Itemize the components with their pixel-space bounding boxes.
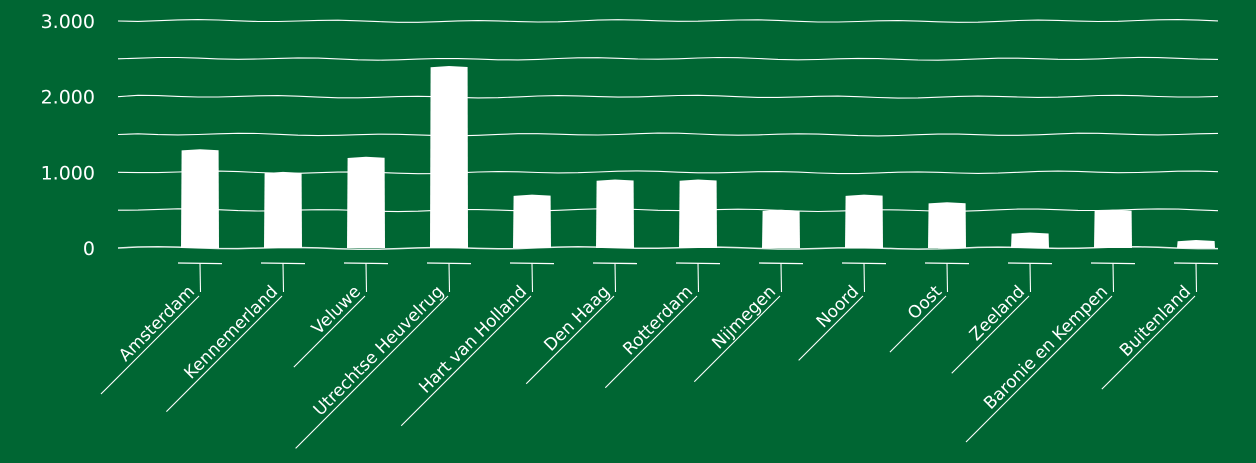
x-label-group: Veluwe [293, 282, 366, 368]
x-leader-line [1029, 262, 1032, 293]
bars [181, 66, 1215, 248]
x-label-underline [798, 295, 864, 361]
x-tick-label: Nijmegen [708, 282, 780, 354]
x-leader-line [1195, 262, 1198, 293]
y-tick-label: 1.000 [41, 162, 95, 184]
x-tick-label: Den Haag [540, 282, 614, 356]
x-label-group: Noord [798, 282, 864, 361]
x-label-group: Hart van Holland [400, 282, 532, 427]
bar-veluwe [347, 156, 385, 248]
gridline [117, 132, 1219, 137]
gridline [117, 94, 1219, 99]
x-leader-line [780, 262, 783, 293]
x-leader-line [863, 262, 866, 293]
y-tick-label: 3.000 [41, 11, 95, 33]
bar-nijmegen [762, 209, 800, 248]
x-tick-label: Noord [813, 282, 863, 332]
x-label-underline [295, 295, 449, 449]
x-leader-line [365, 262, 368, 293]
y-axis: 0 1.000 2.000 3.000 [41, 11, 95, 260]
bar-rotterdam [679, 179, 717, 248]
x-tick-label: Amsterdam [115, 282, 199, 366]
x-label-underline [1101, 295, 1196, 390]
x-leader-line [1112, 262, 1115, 293]
x-leader-line [448, 262, 451, 293]
x-leader-line [531, 262, 534, 293]
x-leader-line [697, 262, 700, 293]
gridline [117, 19, 1219, 23]
x-label-underline [525, 295, 615, 385]
x-leader-line [614, 262, 617, 293]
x-label-group: Oost [889, 282, 947, 353]
gridline [117, 56, 1219, 61]
x-label-group: Zeeland [951, 282, 1030, 374]
x-label-group: Baronie en Kempen [965, 282, 1113, 443]
bar-noord [845, 194, 883, 248]
x-label-group: Amsterdam [100, 282, 200, 395]
x-label-underline [100, 295, 200, 395]
bar-oost [928, 202, 966, 248]
bar-kennemerland [264, 171, 302, 248]
bar-baronie-en-kempen [1094, 209, 1132, 248]
bar-den-haag [596, 179, 634, 248]
x-label-underline [965, 295, 1113, 443]
x-label-underline [400, 295, 532, 427]
x-label-underline [693, 295, 781, 383]
bar-utrechtse-heuvelrug [430, 66, 468, 248]
y-tick-label: 0 [83, 238, 95, 260]
x-tick-label: Buitenland [1116, 282, 1195, 361]
x-label-group: Utrechtse Heuvelrug [295, 282, 449, 449]
x-tick-label: Veluwe [308, 282, 365, 339]
x-label-underline [166, 295, 283, 412]
bar-buitenland [1177, 240, 1215, 248]
x-label-underline [951, 295, 1030, 374]
x-tick-label: Zeeland [966, 282, 1029, 345]
x-leader-line [946, 262, 949, 293]
x-leader-line [199, 262, 202, 293]
x-label-underline [604, 295, 698, 389]
x-label-underline [889, 295, 947, 353]
bar-hart-van-holland [513, 194, 551, 248]
bar-zeeland [1011, 232, 1049, 248]
x-leader-line [282, 262, 285, 293]
y-tick-label: 2.000 [41, 87, 95, 109]
bar-amsterdam [181, 149, 219, 248]
x-label-underline [293, 295, 366, 368]
x-tick-label: Rotterdam [619, 282, 697, 360]
